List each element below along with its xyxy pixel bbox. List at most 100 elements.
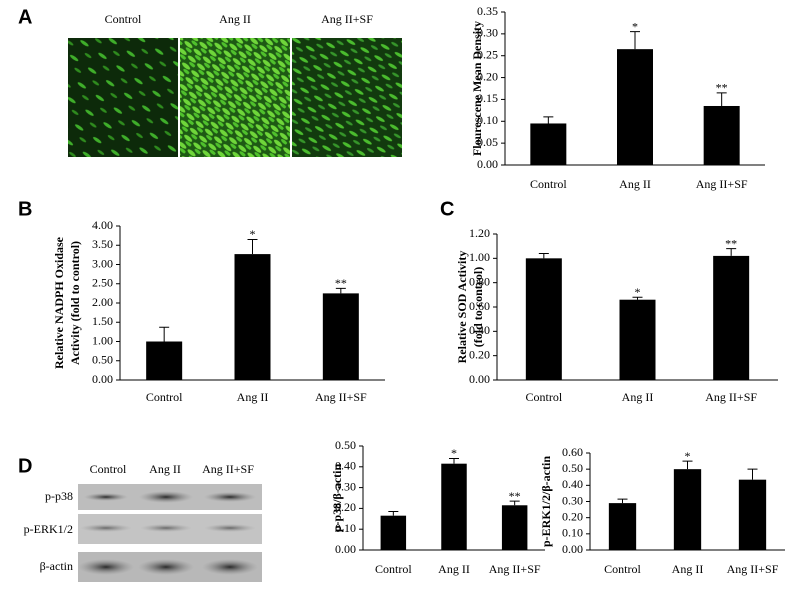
error-bar [632, 296, 643, 300]
error-bar [449, 457, 459, 464]
y-tick-label: 2.50 [92, 276, 113, 290]
bar [738, 479, 767, 550]
annotation: * [250, 227, 256, 241]
y-tick-label: 4.00 [92, 218, 113, 232]
error-bar [509, 500, 520, 506]
bar [617, 49, 653, 165]
x-tick-label: Ang II [619, 177, 651, 191]
y-tick-label: 0.00 [92, 372, 113, 386]
y-tick-label: 0.05 [477, 135, 498, 149]
y-tick-label: 0.30 [562, 493, 583, 507]
error-bar [543, 116, 554, 124]
y-tick-label: 0.40 [562, 477, 583, 491]
image-label: Control [105, 12, 142, 26]
annotation: * [632, 19, 638, 33]
error-bar [630, 31, 640, 50]
bar [530, 123, 567, 165]
annotation: * [685, 449, 691, 463]
y-tick-label: 0.35 [477, 4, 498, 18]
y-tick-label: 0.20 [335, 500, 356, 514]
y-tick-label: 0.30 [335, 479, 356, 493]
blot-row-label: p-p38 [45, 489, 73, 503]
y-tick-label: 3.50 [92, 237, 113, 251]
bar [380, 515, 407, 550]
bar [713, 255, 750, 380]
y-tick-label: 0.15 [477, 91, 498, 105]
y-tick-label: 0.40 [335, 459, 356, 473]
annotation: ** [509, 489, 521, 503]
x-tick-label: Control [375, 562, 412, 576]
blot-row-label: p-ERK1/2 [24, 522, 73, 536]
bar [673, 469, 702, 550]
y-axis-label: Flourescene Mean Density [470, 21, 484, 156]
x-tick-label: Ang II [237, 390, 269, 404]
blot-row-label: β-actin [40, 559, 73, 573]
annotation: * [635, 285, 641, 299]
y-tick-label: 0.80 [469, 274, 490, 288]
image-label: Ang II [219, 12, 251, 26]
annotation: ** [335, 276, 347, 290]
panel-label: B [18, 198, 32, 220]
x-tick-label: Ang II [622, 390, 654, 404]
y-axis-label: Relative SOD Activity [455, 251, 469, 364]
x-tick-label: Ang II+SF [696, 177, 748, 191]
y-tick-label: 1.20 [469, 226, 490, 240]
y-axis-label: Activity (fold to control) [68, 241, 82, 365]
panel-label: A [18, 6, 32, 28]
x-tick-label: Control [146, 390, 183, 404]
bar [234, 254, 271, 380]
y-tick-label: 0.25 [477, 47, 498, 61]
y-axis-label: p-ERK1/2/β-actin [539, 456, 553, 547]
y-tick-label: 3.00 [92, 256, 113, 270]
y-tick-label: 0.10 [562, 526, 583, 540]
error-bar [682, 460, 693, 470]
y-tick-label: 1.00 [469, 250, 490, 264]
y-tick-label: 0.00 [335, 542, 356, 556]
y-tick-label: 0.00 [477, 157, 498, 171]
error-bar [335, 287, 346, 294]
blot-lane-label: Ang II [149, 462, 181, 476]
bar [525, 258, 562, 380]
y-tick-label: 0.50 [335, 438, 356, 452]
blot-lane-label: Control [90, 462, 127, 476]
image-label: Ang II+SF [321, 12, 373, 26]
y-tick-label: 0.40 [469, 323, 490, 337]
panel-label: D [18, 455, 32, 477]
error-bar [247, 238, 258, 255]
y-tick-label: 0.60 [562, 445, 583, 459]
x-tick-label: Ang II+SF [705, 390, 757, 404]
x-tick-label: Control [530, 177, 567, 191]
annotation: * [451, 446, 457, 460]
x-tick-label: Ang II [438, 562, 470, 576]
bar [441, 463, 467, 550]
bar [322, 293, 359, 380]
y-tick-label: 0.30 [477, 26, 498, 40]
y-tick-label: 0.50 [562, 461, 583, 475]
micrograph [180, 38, 290, 157]
y-tick-label: 2.00 [92, 295, 113, 309]
y-tick-label: 0.20 [562, 509, 583, 523]
error-bar [538, 252, 549, 259]
y-axis-label: (fold to control) [471, 267, 485, 347]
y-tick-label: 0.20 [469, 347, 490, 361]
y-axis-label: Relative NADPH Oxidase [52, 236, 66, 369]
error-bar [747, 468, 758, 480]
x-tick-label: Ang II+SF [727, 562, 779, 576]
y-tick-label: 0.20 [477, 69, 498, 83]
x-tick-label: Control [525, 390, 562, 404]
bar [703, 105, 740, 165]
x-tick-label: Ang II [672, 562, 704, 576]
western-blot [78, 484, 262, 582]
error-bar [159, 326, 170, 342]
x-tick-label: Control [604, 562, 641, 576]
bar [501, 505, 528, 550]
y-tick-label: 1.50 [92, 314, 113, 328]
bar [146, 341, 183, 380]
micrograph [292, 38, 402, 157]
blot-lane-label: Ang II+SF [202, 462, 254, 476]
y-tick-label: 0.00 [562, 542, 583, 556]
error-bar [388, 511, 399, 516]
y-tick-label: 0.00 [469, 372, 490, 386]
annotation: ** [716, 81, 728, 95]
